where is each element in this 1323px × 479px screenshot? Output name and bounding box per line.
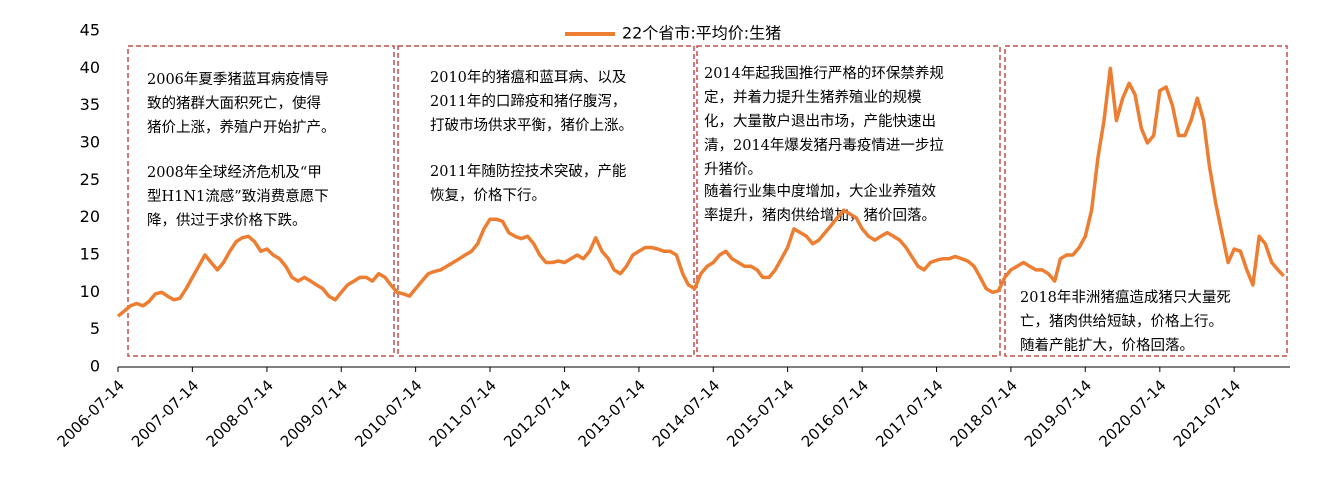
annotation-text: 升猪价。 xyxy=(704,161,762,178)
y-tick-label: 35 xyxy=(80,95,100,114)
annotation-text: 型H1N1流感”致消费意愿下 xyxy=(147,187,329,205)
annotation-text: 降，供过于求价格下跌。 xyxy=(147,212,307,229)
annotation-text: 清，2014年爆发猪丹毒疫情进一步拉 xyxy=(704,137,944,154)
x-tick-label: 2017-07-14 xyxy=(872,376,946,450)
x-tick-label: 2019-07-14 xyxy=(1021,376,1095,450)
annotation-text: 2006年夏季猪蓝耳病疫情导 xyxy=(147,71,329,88)
x-tick-label: 2020-07-14 xyxy=(1095,376,1169,450)
x-tick-label: 2011-07-14 xyxy=(426,376,500,450)
annotation-text: 2010年的猪瘟和蓝耳病、以及 xyxy=(430,68,626,86)
x-tick-label: 2018-07-14 xyxy=(947,376,1021,450)
annotation-text: 打破市场供求平衡，猪价上涨。 xyxy=(430,117,633,134)
x-tick-label: 2010-07-14 xyxy=(351,376,425,450)
annotation-text: 致的猪群大面积死亡，使得 xyxy=(147,95,321,112)
y-tick-label: 0 xyxy=(90,357,100,376)
x-tick-label: 2009-07-14 xyxy=(277,376,351,450)
y-tick-label: 30 xyxy=(80,133,100,152)
price-line xyxy=(116,66,1285,318)
y-tick-label: 10 xyxy=(80,282,100,301)
x-tick-label: 2015-07-14 xyxy=(723,376,797,450)
annotation-text: 亡，猪肉供给短缺，价格上行。 xyxy=(1020,313,1223,330)
annotation-text: 猪价上涨，养殖户开始扩产。 xyxy=(147,119,336,136)
annotation-text: 恢复，价格下行。 xyxy=(430,186,546,204)
y-tick-label: 25 xyxy=(80,170,100,189)
annotation-text: 化，大量散户退出市场，产能快速出 xyxy=(704,113,936,130)
x-tick-label: 2021-07-14 xyxy=(1170,376,1244,450)
annotation-text: 2008年全球经济危机及“甲 xyxy=(147,163,322,181)
annotation-text: 随着行业集中度增加，大企业养殖效 xyxy=(704,182,936,200)
annotation-text: 率提升，猪肉供给增加，猪价回落。 xyxy=(704,207,936,224)
y-tick-label: 45 xyxy=(80,21,100,40)
x-tick-label: 2007-07-14 xyxy=(128,376,202,450)
annotation-text: 定，并着力提升生猪养殖业的规模 xyxy=(704,89,922,106)
annotation-box xyxy=(397,45,695,357)
y-tick-label: 20 xyxy=(80,207,100,226)
annotation-box xyxy=(1004,45,1288,357)
legend-label: 22个省市:平均价:生猪 xyxy=(622,24,781,43)
y-tick-label: 15 xyxy=(80,245,100,264)
x-tick-label: 2008-07-14 xyxy=(203,376,277,450)
x-tick-label: 2016-07-14 xyxy=(798,376,872,450)
annotation-text: 随着产能扩大，价格回落。 xyxy=(1020,337,1194,354)
annotation-box xyxy=(127,45,395,357)
annotation-text: 2014年起我国推行严格的环保禁养规 xyxy=(704,65,944,82)
y-tick-label: 5 xyxy=(90,319,100,338)
x-tick-label: 2014-07-14 xyxy=(649,376,723,450)
x-tick-label: 2013-07-14 xyxy=(575,376,649,450)
annotation-text: 2018年非洲猪瘟造成猪只大量死 xyxy=(1020,288,1231,306)
x-tick-label: 2012-07-14 xyxy=(500,376,574,450)
annotation-box xyxy=(696,45,1001,357)
y-tick-label: 40 xyxy=(80,58,100,77)
annotation-text: 2011年的口蹄疫和猪仔腹泻， xyxy=(430,93,626,110)
annotation-text: 2011年随防控技术突破，产能 xyxy=(430,163,626,180)
x-tick-label: 2006-07-14 xyxy=(54,376,128,450)
